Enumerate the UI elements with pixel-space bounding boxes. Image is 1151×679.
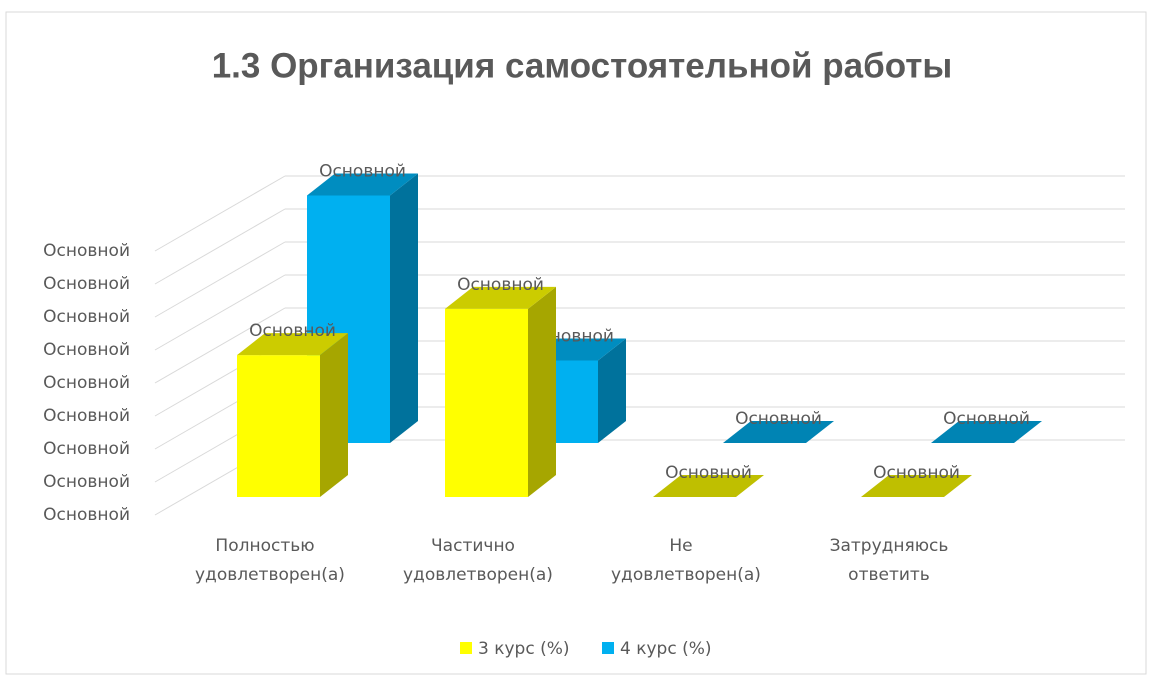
bar-top (237, 333, 348, 356)
legend-label: 3 курс (%) (478, 639, 570, 659)
bar (445, 286, 556, 497)
grid-line (154, 241, 286, 318)
bar-side (528, 286, 556, 497)
bar-top (723, 421, 834, 443)
data-label: Основной (665, 463, 752, 483)
bar (861, 475, 972, 497)
bar-side (320, 333, 348, 497)
legend-swatch (602, 642, 614, 654)
bar-top (653, 475, 764, 497)
x-tick-label: Затрудняюсь ответить (829, 536, 949, 585)
y-tick-label: Основной (43, 274, 130, 294)
y-tick-label: Основной (43, 439, 130, 459)
bar-side (390, 173, 418, 443)
grid-line (154, 175, 286, 252)
bar-top (861, 475, 972, 497)
data-label: Основной (943, 409, 1030, 429)
y-tick-label: Основной (43, 505, 130, 525)
y-tick-label: Основной (43, 406, 130, 426)
y-tick-label: Основной (43, 472, 130, 492)
y-tick-label: Основной (43, 340, 130, 360)
grid-line (154, 208, 286, 285)
bar (653, 475, 764, 497)
data-label: Основной (457, 275, 544, 295)
data-label: Основной (873, 463, 960, 483)
bar-front (445, 308, 528, 497)
bar-top (307, 173, 418, 196)
bar-side (598, 338, 626, 443)
legend-swatch (460, 642, 472, 654)
data-label: Основной (735, 409, 822, 429)
data-label: Основной (249, 321, 336, 341)
bar (931, 421, 1042, 443)
y-tick-label: Основной (43, 307, 130, 327)
legend-label: 4 курс (%) (620, 639, 712, 659)
data-label: Основной (319, 162, 406, 182)
x-tick-label: Полностью удовлетворен(а) (195, 536, 345, 585)
x-tick-label: Не удовлетворен(а) (611, 536, 761, 585)
bar (237, 333, 348, 497)
grid-line (154, 307, 286, 384)
bar-front (237, 355, 320, 497)
grid-line (154, 274, 286, 351)
bar (723, 421, 834, 443)
chart-title: 1.3 Организация самостоятельной работы (212, 46, 953, 85)
y-tick-label: Основной (43, 373, 130, 393)
y-tick-label: Основной (43, 241, 130, 261)
x-tick-label: Частично удовлетворен(а) (403, 536, 553, 585)
bar-top (931, 421, 1042, 443)
bar-top (445, 286, 556, 309)
